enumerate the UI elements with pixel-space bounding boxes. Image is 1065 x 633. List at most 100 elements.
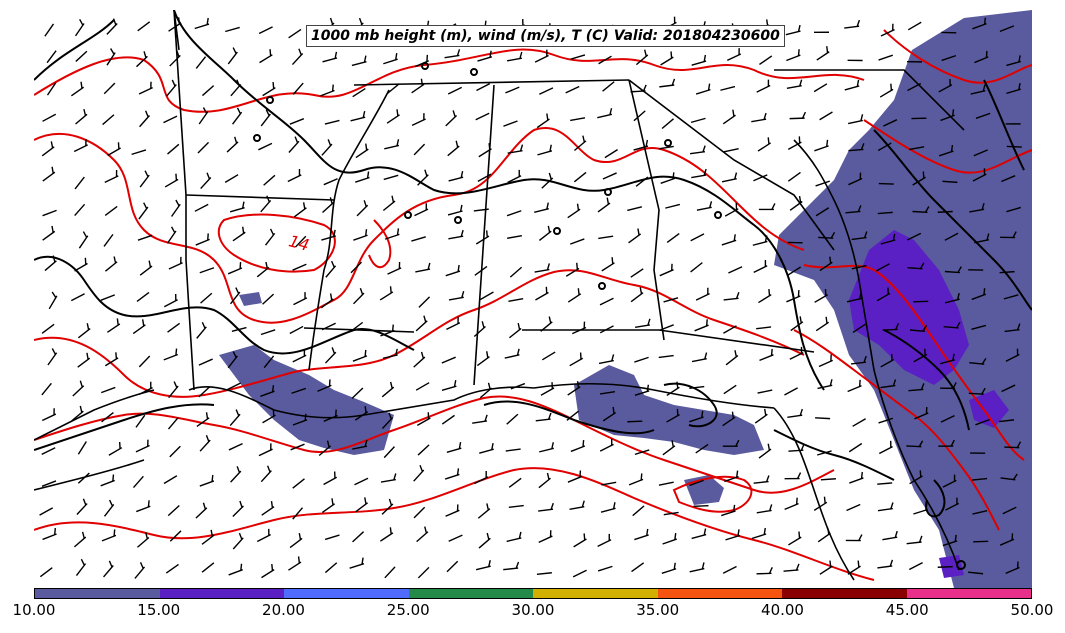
wind-barb-icon bbox=[632, 505, 645, 517]
wind-barb-icon bbox=[413, 351, 426, 368]
wind-barb-icon bbox=[968, 571, 984, 575]
wind-barb-icon bbox=[695, 443, 709, 454]
wind-barb-icon bbox=[350, 110, 366, 122]
wind-barb-icon bbox=[665, 203, 681, 209]
wind-barb-icon bbox=[601, 481, 617, 486]
wind-barb-icon bbox=[413, 465, 425, 482]
wind-barb-icon bbox=[847, 560, 861, 575]
wind-barb-icon bbox=[572, 569, 587, 578]
wind-barb-icon bbox=[913, 348, 928, 363]
wind-barb-icon bbox=[510, 382, 526, 390]
wind-barb-icon bbox=[938, 144, 954, 157]
wind-barb-icon bbox=[540, 316, 553, 332]
wind-barb-icon bbox=[790, 316, 804, 332]
wind-barb-icon bbox=[262, 293, 275, 305]
wind-barb-icon bbox=[942, 180, 958, 184]
wind-barb-icon bbox=[416, 412, 431, 426]
wind-barb-icon bbox=[195, 502, 208, 519]
wind-barb-icon bbox=[382, 348, 398, 359]
wind-barb-icon bbox=[972, 168, 987, 182]
wind-barb-icon bbox=[569, 238, 585, 245]
wind-barb-icon bbox=[163, 348, 179, 361]
wind-barb-icon bbox=[538, 225, 552, 241]
wind-barb-icon bbox=[100, 474, 115, 487]
wind-barb-icon bbox=[103, 560, 114, 578]
wind-barb-icon bbox=[73, 531, 87, 548]
wind-barb-icon bbox=[448, 229, 464, 240]
wind-barb-icon bbox=[354, 406, 369, 421]
wind-barb-icon bbox=[168, 17, 182, 32]
wind-barb-icon bbox=[689, 410, 704, 423]
wind-barb-icon bbox=[132, 319, 146, 335]
wind-barb-icon bbox=[411, 78, 425, 94]
wind-barb-icon bbox=[75, 108, 88, 125]
wind-barb-icon bbox=[350, 261, 363, 274]
wind-barb-icon bbox=[634, 384, 650, 396]
wind-barb-icon bbox=[815, 207, 830, 217]
wind-barb-icon bbox=[198, 386, 211, 398]
wind-barb-icon bbox=[382, 195, 396, 212]
wind-barb-icon bbox=[318, 440, 332, 457]
wind-barb-icon bbox=[503, 561, 520, 571]
wind-barb-icon bbox=[169, 50, 181, 67]
wind-barb-icon bbox=[634, 318, 651, 329]
wind-barb-icon bbox=[1000, 231, 1017, 239]
wind-barb-icon bbox=[695, 287, 710, 301]
texas-coast bbox=[34, 389, 155, 441]
wind-barb-icon bbox=[41, 480, 57, 487]
wind-barb-icon bbox=[723, 147, 739, 153]
wind-barb-icon bbox=[752, 235, 768, 246]
wind-barb-icon bbox=[323, 471, 338, 486]
wind-barb-icon bbox=[666, 408, 680, 423]
wind-barb-icon bbox=[660, 172, 676, 184]
wind-barb-icon bbox=[445, 504, 460, 517]
wind-barb-icon bbox=[198, 358, 213, 366]
wind-barb-icon bbox=[849, 471, 864, 484]
wind-barb-icon bbox=[166, 79, 177, 97]
wind-barb-icon bbox=[104, 169, 119, 183]
wind-barb-icon bbox=[937, 210, 953, 213]
wind-barb-icon bbox=[135, 439, 150, 453]
wind-barb-icon bbox=[1006, 55, 1021, 67]
wind-barb-icon bbox=[505, 448, 521, 452]
wind-barb-icon bbox=[352, 349, 368, 362]
wind-barb-icon bbox=[601, 257, 615, 272]
wind-barb-icon bbox=[355, 497, 368, 513]
wind-barb-icon bbox=[970, 84, 986, 95]
wind-barb-icon bbox=[567, 203, 581, 219]
wind-barb-icon bbox=[446, 560, 459, 573]
wind-barb-icon bbox=[662, 532, 677, 545]
wind-barb-icon bbox=[973, 540, 989, 543]
wind-barb-icon bbox=[229, 287, 241, 305]
wind-barb-icon bbox=[230, 466, 242, 483]
wind-barb-icon bbox=[691, 168, 707, 179]
wind-barb-icon bbox=[383, 174, 399, 181]
wind-barb-icon bbox=[635, 49, 649, 66]
wind-barb-icon bbox=[877, 502, 894, 512]
wind-barb-icon bbox=[477, 173, 492, 182]
wind-barb-icon bbox=[944, 266, 962, 274]
wind-barb-icon bbox=[878, 417, 894, 424]
wind-barb-icon bbox=[506, 531, 522, 543]
wind-barb-icon bbox=[196, 321, 207, 339]
wind-barb-icon bbox=[475, 112, 490, 121]
wind-barb-icon bbox=[503, 120, 518, 127]
wind-barb-icon bbox=[968, 387, 986, 395]
map-canvas: 14 bbox=[34, 10, 1032, 588]
colorbar-tick-label: 25.00 bbox=[386, 601, 430, 619]
wind-barb-icon bbox=[107, 142, 121, 157]
wind-barb-icon bbox=[509, 266, 523, 278]
wind-barb-icon bbox=[819, 560, 833, 575]
wind-barb-icon bbox=[197, 141, 210, 154]
wind-barb-icon bbox=[100, 294, 116, 301]
wind-barb-icon bbox=[476, 351, 490, 367]
wind-barb-icon bbox=[418, 296, 431, 308]
wind-barb-icon bbox=[386, 109, 400, 124]
colorbar-tick-label: 15.00 bbox=[137, 601, 181, 619]
mexico-border bbox=[34, 459, 145, 491]
wind-barb-icon bbox=[534, 263, 551, 273]
wind-barb-icon bbox=[630, 268, 644, 278]
wind-barb-icon bbox=[106, 318, 121, 333]
wind-barb-icon bbox=[41, 323, 55, 334]
colorbar-segment bbox=[657, 589, 782, 598]
